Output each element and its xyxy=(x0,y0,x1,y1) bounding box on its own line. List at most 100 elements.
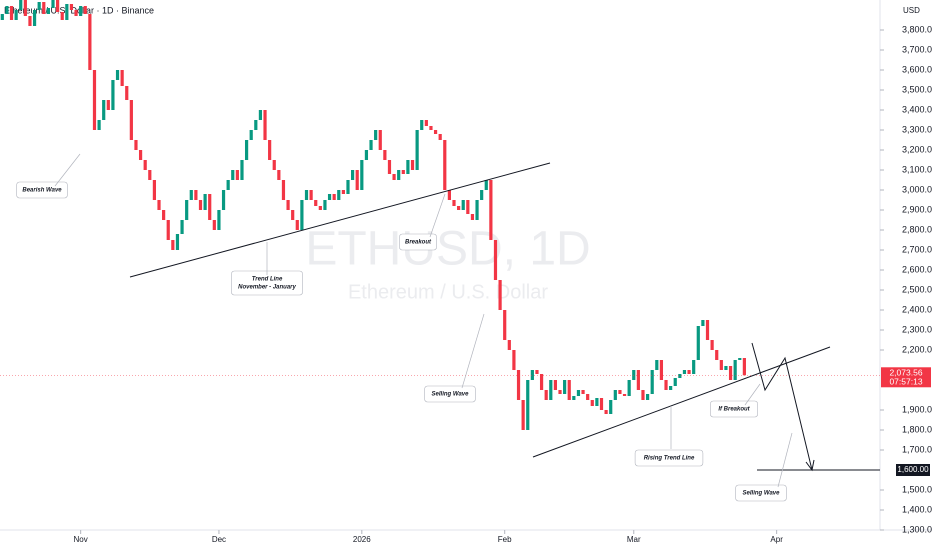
candle xyxy=(539,374,544,390)
candle xyxy=(208,194,212,220)
candle xyxy=(129,100,133,140)
candle xyxy=(56,0,60,12)
candle xyxy=(83,6,87,14)
candle xyxy=(549,380,553,400)
candle xyxy=(650,370,654,394)
candle xyxy=(563,380,567,394)
candle xyxy=(198,200,203,210)
candle xyxy=(281,180,286,200)
candle xyxy=(69,4,74,10)
candle xyxy=(60,12,64,20)
annotation: If Breakout xyxy=(718,407,750,413)
candle xyxy=(475,200,479,220)
candle xyxy=(341,190,345,194)
countdown: 07:57:13 xyxy=(889,377,922,387)
target-label-box xyxy=(896,464,930,476)
candle xyxy=(9,6,14,20)
candle xyxy=(106,100,110,110)
watermark: ETHUSD, 1D xyxy=(305,223,590,276)
candle xyxy=(300,200,304,230)
candle xyxy=(272,160,276,170)
annotation: Selling Wave xyxy=(743,491,781,497)
candle xyxy=(599,398,604,410)
candle xyxy=(567,380,571,400)
candle xyxy=(318,206,322,210)
y-tick-label: 3,100.00 xyxy=(902,164,932,174)
candle xyxy=(143,160,147,170)
candle xyxy=(97,120,101,130)
candle xyxy=(512,350,516,370)
candle xyxy=(346,180,350,194)
x-tick-label: Mar xyxy=(627,535,641,544)
candle xyxy=(194,190,198,200)
candle xyxy=(484,180,488,190)
candle xyxy=(0,14,4,20)
candle xyxy=(115,70,120,80)
candle xyxy=(221,190,226,210)
candle xyxy=(724,366,728,370)
candle xyxy=(378,130,382,150)
candle xyxy=(88,14,92,70)
candle xyxy=(544,390,548,400)
candle xyxy=(572,396,576,400)
candle xyxy=(516,370,521,400)
candle xyxy=(710,340,714,350)
candle xyxy=(553,380,558,390)
candle xyxy=(461,200,465,210)
annotation-box xyxy=(424,385,476,403)
y-tick-label: 2,400.00 xyxy=(902,304,932,314)
y-tick-label: 3,400.00 xyxy=(902,104,932,114)
candle xyxy=(226,180,230,190)
candle xyxy=(374,130,378,140)
candle xyxy=(659,360,664,380)
candle xyxy=(268,140,272,160)
candle xyxy=(327,194,332,200)
candle xyxy=(42,2,46,14)
candle xyxy=(254,120,258,130)
candle xyxy=(420,120,424,130)
candle xyxy=(489,180,493,240)
candle xyxy=(189,190,193,200)
candle xyxy=(673,378,677,386)
candle xyxy=(5,6,9,14)
leader-line xyxy=(429,193,446,238)
candle xyxy=(37,2,41,10)
candle xyxy=(609,400,613,414)
candle xyxy=(19,0,23,10)
annotation: Bearish Wave xyxy=(22,188,62,194)
candle xyxy=(235,170,239,180)
candle xyxy=(286,200,290,210)
candle xyxy=(111,80,115,110)
candle xyxy=(655,360,659,370)
y-tick-label: 2,300.00 xyxy=(902,324,932,334)
x-tick-label: Dec xyxy=(212,535,226,544)
annotation: Breakout xyxy=(405,240,432,246)
annotation-box xyxy=(16,181,68,199)
x-tick-label: Feb xyxy=(498,535,512,544)
y-tick-label: 1,300.00 xyxy=(902,524,932,534)
candle xyxy=(148,170,152,180)
candle xyxy=(728,366,733,380)
candle xyxy=(157,200,161,210)
candle xyxy=(277,170,281,180)
price-label: 2,073.56 xyxy=(889,368,922,378)
candle xyxy=(521,400,525,430)
candle xyxy=(304,190,309,200)
candle xyxy=(171,240,175,250)
candle xyxy=(410,160,415,170)
annotation-box xyxy=(709,400,758,418)
currency: USD xyxy=(903,6,920,15)
candle xyxy=(314,200,318,206)
candle xyxy=(217,210,221,230)
candle xyxy=(180,220,184,234)
candle xyxy=(622,394,627,396)
candle xyxy=(586,394,590,400)
candle xyxy=(46,8,50,14)
candle xyxy=(92,70,97,130)
annotation: Trend Line xyxy=(252,277,283,283)
candle xyxy=(687,370,691,374)
y-tick-label: 2,700.00 xyxy=(902,244,932,254)
candle xyxy=(162,210,166,220)
candle xyxy=(360,160,364,190)
